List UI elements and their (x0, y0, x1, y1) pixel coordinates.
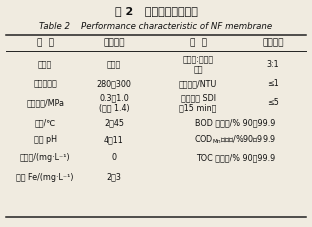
Text: 膜材料: 膜材料 (38, 60, 52, 69)
Text: 温度/℃: 温度/℃ (35, 118, 56, 127)
Text: ≤5: ≤5 (267, 98, 279, 107)
Text: 3:1: 3:1 (267, 60, 279, 69)
Text: 280～300: 280～300 (96, 79, 131, 89)
Text: 污染指数 SDI
（15 min）: 污染指数 SDI （15 min） (179, 93, 217, 112)
Text: 聚酰胺: 聚酰胺 (107, 60, 121, 69)
Text: 0: 0 (111, 153, 116, 162)
Text: 操作压力/MPa: 操作压力/MPa (26, 98, 64, 107)
Text: 表 2   纳滤膜的性能特征: 表 2 纳滤膜的性能特征 (115, 6, 197, 16)
Text: 进水 Fe/(mg·L⁻¹): 进水 Fe/(mg·L⁻¹) (17, 173, 74, 182)
Text: 进水 pH: 进水 pH (34, 135, 57, 144)
Text: 2～45: 2～45 (104, 118, 124, 127)
Text: BOD 去除率/% 90～99.9: BOD 去除率/% 90～99.9 (195, 118, 276, 127)
Text: 产水量:最小浓
水量: 产水量:最小浓 水量 (183, 55, 214, 74)
Text: 出水浊度/NTU: 出水浊度/NTU (179, 79, 217, 89)
Text: ≤1: ≤1 (267, 79, 279, 89)
Text: 截留分子量: 截留分子量 (33, 79, 57, 89)
Text: 游离氯/(mg·L⁻¹): 游离氯/(mg·L⁻¹) (20, 153, 71, 162)
Text: 性能参数: 性能参数 (262, 39, 284, 48)
Text: 0.3～1.0
(最高 1.4): 0.3～1.0 (最高 1.4) (99, 93, 129, 112)
Text: TOC 去除率/% 90～99.9: TOC 去除率/% 90～99.9 (196, 153, 275, 162)
Text: 性能参数: 性能参数 (103, 39, 124, 48)
Text: 2～3: 2～3 (106, 173, 121, 182)
Text: 项  目: 项 目 (190, 39, 207, 48)
Text: 4～11: 4～11 (104, 135, 124, 144)
Text: Table 2    Performance characteristic of NF membrane: Table 2 Performance characteristic of NF… (39, 22, 273, 31)
Text: COD$_{\mathregular{Mn}}$去除率/%90～99.9: COD$_{\mathregular{Mn}}$去除率/%90～99.9 (194, 133, 277, 146)
Text: 项  目: 项 目 (37, 39, 54, 48)
